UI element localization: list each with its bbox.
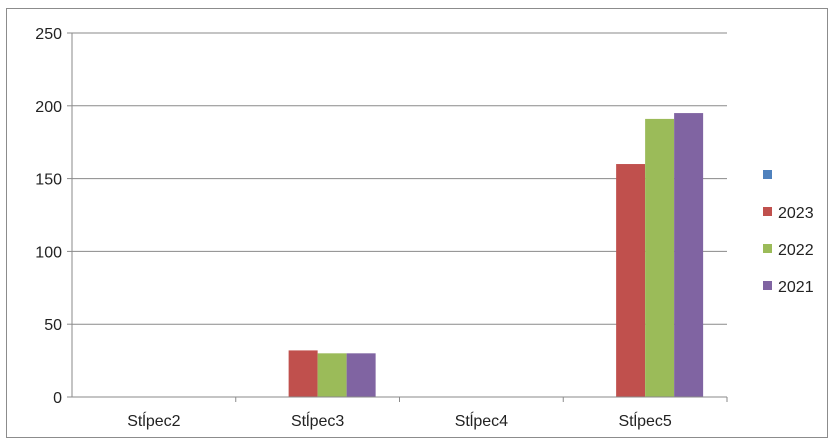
legend-swatch xyxy=(763,207,772,216)
y-tick-label: 100 xyxy=(35,244,62,261)
x-tick-label: Stĺpec3 xyxy=(291,411,344,430)
x-tick-label: Stĺpec5 xyxy=(618,411,671,430)
x-tick-label: Stĺpec4 xyxy=(455,411,508,430)
y-tick-label: 150 xyxy=(35,172,62,189)
legend-label: 2022 xyxy=(778,242,814,259)
bar-2023-Stĺpec3 xyxy=(288,350,318,397)
legend-swatch xyxy=(763,244,772,253)
bars xyxy=(288,113,704,398)
y-tick-label: 250 xyxy=(35,26,62,43)
legend: 2023 2022 2021 xyxy=(763,170,814,296)
bar-2022-Stĺpec3 xyxy=(317,353,347,397)
bar-2021-Stĺpec5 xyxy=(674,113,704,397)
axes: 0 50 100 150 200 250 Stĺpec2 Stĺpec3 Stĺpec4 Stĺp… xyxy=(35,26,728,430)
bar-2021-Stĺpec3 xyxy=(346,353,376,397)
y-tick-label: 0 xyxy=(53,390,62,407)
y-tick-label: 200 xyxy=(35,99,62,116)
bar-2022-Stĺpec5 xyxy=(645,118,675,398)
x-tick-label: Stĺpec2 xyxy=(127,411,180,430)
legend-swatch xyxy=(763,170,772,179)
y-tick-label: 50 xyxy=(44,317,62,334)
bar-2023-Stĺpec5 xyxy=(616,164,646,397)
legend-label: 2023 xyxy=(778,205,814,222)
legend-swatch xyxy=(763,281,772,290)
legend-label: 2021 xyxy=(778,279,814,296)
